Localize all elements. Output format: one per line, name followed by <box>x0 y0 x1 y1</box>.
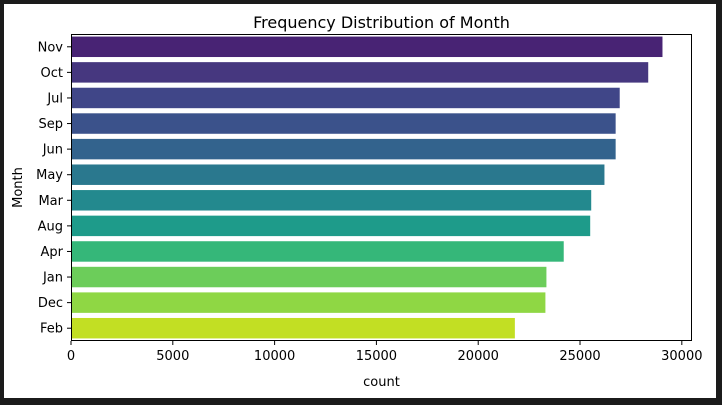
bars-group <box>72 36 663 339</box>
x-tick-label: 0 <box>67 349 75 364</box>
chart-title: Frequency Distribution of Month <box>253 13 510 32</box>
x-tick-label: 15000 <box>356 349 397 364</box>
bar-may <box>72 164 605 185</box>
x-axis-label: count <box>363 375 400 390</box>
y-tick-label-jul: Jul <box>46 91 63 106</box>
bar-apr <box>72 241 564 262</box>
bar-sep <box>72 113 616 134</box>
y-axis-label: Month <box>11 167 26 208</box>
figure-canvas: Frequency Distribution of Month Nov Oct Ju… <box>4 4 716 398</box>
bar-mar <box>72 190 592 211</box>
bar-oct <box>72 62 649 83</box>
bar-chart: Frequency Distribution of Month Nov Oct Ju… <box>11 13 702 390</box>
bar-jan <box>72 266 547 288</box>
y-tick-label-sep: Sep <box>38 117 63 132</box>
y-axis-ticks: Nov Oct Jul Sep Jun May Mar Aug Apr Jan Dec Feb <box>36 40 71 337</box>
bar-nov <box>72 36 663 58</box>
bar-feb <box>72 317 515 339</box>
y-tick-label-oct: Oct <box>41 66 63 81</box>
y-tick-label-jun: Jun <box>42 143 63 158</box>
y-tick-label-may: May <box>36 168 63 183</box>
x-tick-label: 10000 <box>254 349 295 364</box>
plot-area-border <box>71 34 692 341</box>
x-tick-label: 20000 <box>458 349 499 364</box>
bar-dec <box>72 292 546 313</box>
y-tick-label-dec: Dec <box>38 296 63 311</box>
y-tick-label-mar: Mar <box>38 194 63 209</box>
y-tick-label-aug: Aug <box>38 219 63 234</box>
bar-aug <box>72 215 591 237</box>
bar-jul <box>72 87 620 109</box>
y-tick-label-apr: Apr <box>41 245 64 260</box>
x-tick-label: 5000 <box>156 349 189 364</box>
y-tick-label-feb: Feb <box>40 322 63 337</box>
y-tick-label-nov: Nov <box>38 40 64 55</box>
y-tick-label-jan: Jan <box>42 271 63 286</box>
x-axis-ticks: 0 5000 10000 15000 20000 25000 30000 <box>67 341 702 364</box>
x-tick-label: 25000 <box>559 349 600 364</box>
bar-jun <box>72 138 616 160</box>
x-tick-label: 30000 <box>661 349 702 364</box>
